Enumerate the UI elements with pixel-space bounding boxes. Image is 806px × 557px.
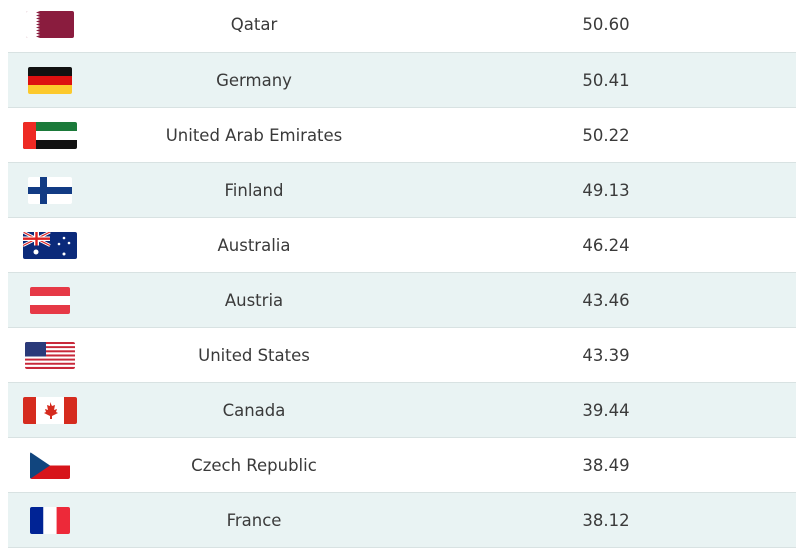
- country-value: 50.41: [582, 70, 630, 90]
- table-row: Canada 39.44: [8, 383, 796, 438]
- table-row: Australia 46.24: [8, 218, 796, 273]
- uae-flag-icon: [8, 121, 92, 149]
- table-row: Qatar 50.60: [8, 0, 796, 53]
- france-flag-icon: [8, 506, 92, 534]
- country-value: 49.13: [582, 180, 630, 200]
- germany-flag-icon: [8, 66, 92, 94]
- usa-flag-icon: [8, 341, 92, 369]
- australia-flag-icon: [8, 231, 92, 259]
- country-value: 50.22: [582, 125, 630, 145]
- country-name: Czech Republic: [191, 455, 317, 475]
- qatar-flag-icon: [8, 11, 92, 38]
- country-name: Austria: [224, 290, 284, 310]
- table-row: United Arab Emirates 50.22: [8, 108, 796, 163]
- table-row: Germany 50.41: [8, 53, 796, 108]
- country-value: 38.49: [582, 455, 630, 475]
- country-name: Australia: [217, 235, 291, 255]
- country-name: Canada: [222, 400, 286, 420]
- country-name: France: [226, 510, 282, 530]
- country-name: United States: [198, 345, 310, 365]
- austria-flag-icon: [8, 286, 92, 314]
- country-name: Germany: [216, 70, 292, 90]
- country-value: 43.46: [582, 290, 630, 310]
- country-value: 39.44: [582, 400, 630, 420]
- table-row: Austria 43.46: [8, 273, 796, 328]
- country-value: 46.24: [582, 235, 630, 255]
- table-row: Czech Republic 38.49: [8, 438, 796, 493]
- country-value: 50.60: [582, 15, 630, 34]
- country-name: Qatar: [230, 15, 278, 34]
- table-row: Finland 49.13: [8, 163, 796, 218]
- table-row: United States 43.39: [8, 328, 796, 383]
- country-value: 38.12: [582, 510, 630, 530]
- czech-flag-icon: [8, 451, 92, 479]
- canada-flag-icon: [8, 396, 92, 424]
- country-table: Qatar 50.60 Germany 50.41 United Arab Em…: [8, 0, 796, 548]
- country-name: United Arab Emirates: [165, 125, 343, 145]
- country-name: Finland: [224, 180, 284, 200]
- table-row: France 38.12: [8, 493, 796, 548]
- country-value: 43.39: [582, 345, 630, 365]
- finland-flag-icon: [8, 176, 92, 204]
